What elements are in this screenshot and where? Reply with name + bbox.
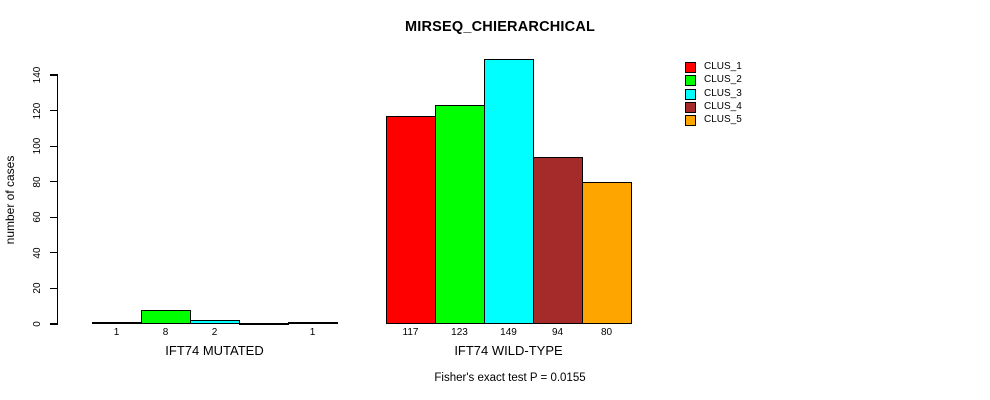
chart-title: MIRSEQ_CHIERARCHICAL bbox=[404, 19, 596, 35]
y-axis-label: number of cases bbox=[3, 155, 17, 245]
bar-value-label: 94 bbox=[551, 327, 564, 338]
bar-clus_1-group1 bbox=[92, 322, 142, 325]
bar-value-label: 1 bbox=[309, 327, 316, 338]
y-axis-tick-label: 120 bbox=[32, 102, 43, 119]
y-axis-tick bbox=[50, 287, 58, 290]
y-axis-tick-label: 140 bbox=[32, 66, 43, 84]
bar-clus_2-group1 bbox=[141, 309, 191, 324]
legend-swatch-clus_3 bbox=[685, 88, 696, 100]
legend-label-clus_3: CLUS_3 bbox=[704, 87, 742, 99]
y-axis-tick-label: 0 bbox=[32, 321, 43, 327]
bar-clus_5-group1 bbox=[288, 322, 338, 325]
bar-clus_1-group2 bbox=[386, 115, 436, 324]
bar-clus_3-group2 bbox=[484, 58, 534, 324]
y-axis-tick-label: 20 bbox=[32, 282, 43, 294]
bar-clus_4-group2 bbox=[533, 156, 583, 324]
group-label-2: IFT74 WILD-TYPE bbox=[454, 343, 563, 358]
bar-value-label: 2 bbox=[211, 327, 218, 338]
bar-value-label: 80 bbox=[600, 327, 613, 338]
bar-clus_2-group2 bbox=[435, 105, 485, 324]
y-axis-tick bbox=[50, 252, 58, 254]
legend-swatch-clus_5 bbox=[685, 115, 696, 127]
y-axis-tick bbox=[50, 323, 58, 325]
bar-clus_4-group1 bbox=[239, 323, 289, 325]
bar-clus_5-group2 bbox=[582, 181, 632, 324]
group-label-1: IFT74 MUTATED bbox=[165, 343, 264, 358]
legend-swatch-clus_1 bbox=[685, 62, 696, 73]
legend-label-clus_5: CLUS_5 bbox=[704, 114, 742, 126]
legend-label-clus_1: CLUS_1 bbox=[704, 61, 742, 72]
bar-value-label: 8 bbox=[162, 327, 169, 338]
y-axis-tick bbox=[50, 74, 58, 76]
annotation-text: Fisher's exact test P = 0.0155 bbox=[434, 372, 586, 384]
y-axis-tick bbox=[50, 181, 58, 183]
legend-swatch-clus_4 bbox=[685, 101, 696, 113]
bar-clus_3-group1 bbox=[190, 320, 240, 324]
y-axis-tick-label: 100 bbox=[32, 137, 43, 155]
legend-label-clus_2: CLUS_2 bbox=[704, 74, 742, 86]
legend-swatch-clus_2 bbox=[685, 75, 696, 87]
bar-value-label: 1 bbox=[113, 327, 120, 338]
y-axis-tick bbox=[50, 216, 58, 218]
bar-value-label: 149 bbox=[500, 327, 517, 338]
legend-label-clus_4: CLUS_4 bbox=[704, 100, 742, 112]
bar-value-label: 117 bbox=[402, 327, 419, 338]
y-axis-line bbox=[57, 75, 59, 325]
y-axis-tick-label: 40 bbox=[32, 247, 43, 259]
y-axis-tick bbox=[50, 145, 58, 147]
y-axis-tick-label: 80 bbox=[32, 176, 43, 188]
bar-value-label: 123 bbox=[451, 327, 468, 338]
y-axis-tick bbox=[50, 109, 58, 112]
y-axis-tick-label: 60 bbox=[32, 211, 43, 223]
